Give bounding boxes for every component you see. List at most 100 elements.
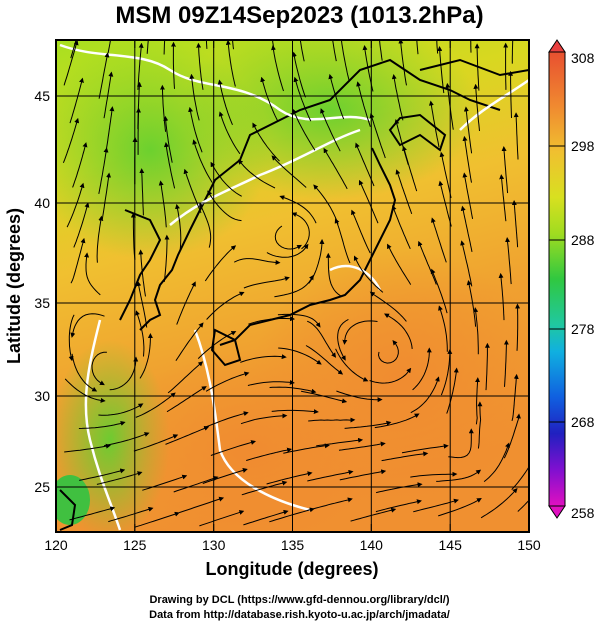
- streamline: [473, 83, 480, 132]
- streamline: [378, 40, 383, 61]
- streamline: [176, 281, 196, 325]
- streamline: [292, 108, 316, 151]
- streamline: [335, 348, 369, 382]
- streamline: [166, 386, 207, 413]
- streamline: [163, 234, 170, 282]
- streamline: [325, 252, 342, 297]
- streamline: [369, 367, 412, 384]
- streamline: [136, 107, 142, 155]
- streamline: [70, 40, 77, 59]
- streamline: [413, 498, 459, 513]
- streamline: [69, 77, 84, 124]
- streamline: [320, 108, 341, 152]
- streamline: [146, 40, 149, 54]
- colorbar: 308 298 288 278 268 258: [548, 39, 595, 521]
- streamline: [517, 499, 529, 512]
- streamline: [431, 217, 447, 263]
- streamline: [71, 353, 98, 392]
- streamline: [247, 379, 295, 386]
- streamline: [205, 40, 208, 49]
- streamline: [499, 174, 507, 222]
- streamline: [203, 411, 249, 429]
- streamline: [243, 509, 289, 526]
- streamline: [163, 115, 173, 163]
- streamline: [134, 511, 180, 528]
- streamline: [323, 147, 348, 190]
- streamline: [210, 161, 242, 197]
- streamline: [70, 237, 86, 284]
- streamline: [199, 510, 245, 527]
- streamline: [473, 307, 479, 355]
- streamline: [384, 313, 413, 349]
- streamline: [63, 40, 79, 86]
- streamline: [339, 469, 387, 481]
- streamline: [66, 182, 85, 228]
- streamline: [369, 112, 386, 159]
- streamline: [167, 361, 204, 394]
- y-axis-label: Latitude (degrees): [4, 208, 24, 364]
- streamline: [64, 443, 111, 453]
- streamline: [439, 151, 452, 199]
- streamline: [436, 40, 439, 54]
- streamline: [308, 417, 356, 423]
- streamline: [511, 465, 529, 490]
- y-tick: 35: [34, 295, 50, 311]
- streamline: [107, 40, 112, 54]
- streamline: [196, 42, 204, 90]
- streamline: [183, 168, 202, 214]
- streamline: [271, 155, 307, 188]
- streamline: [73, 202, 90, 248]
- streamline: [438, 305, 448, 352]
- streamline: [448, 428, 474, 459]
- streamline: [374, 413, 420, 429]
- y-tick-labels: 25 30 35 40 45: [34, 88, 50, 495]
- streamline: [72, 142, 88, 188]
- streamline: [316, 437, 364, 447]
- colorbar-label: 288: [571, 232, 595, 248]
- credit-data-source: Data from http://database.rish.kyoto-u.a…: [149, 609, 450, 621]
- streamline: [353, 255, 384, 293]
- streamline: [484, 342, 490, 391]
- streamline: [136, 281, 148, 328]
- streamline: [269, 507, 315, 523]
- streamline: [96, 471, 143, 485]
- streamline: [101, 172, 112, 220]
- streamline: [356, 81, 371, 127]
- streamline: [391, 74, 404, 121]
- x-tick: 145: [439, 537, 463, 553]
- x-tick: 120: [44, 537, 68, 553]
- streamline: [375, 499, 422, 513]
- streamline: [460, 205, 473, 252]
- streamline: [438, 180, 452, 227]
- streamline: [477, 401, 483, 449]
- x-tick: 135: [281, 537, 305, 553]
- streamline: [207, 190, 242, 222]
- streamline: [91, 351, 107, 386]
- streamline: [283, 443, 330, 454]
- streamline: [163, 142, 176, 189]
- streamline: [417, 240, 437, 285]
- streamline: [98, 52, 110, 99]
- streamline: [217, 79, 233, 125]
- streamline: [62, 117, 80, 163]
- streamline: [513, 112, 519, 160]
- streamline: [279, 195, 317, 224]
- streamline: [338, 40, 350, 82]
- streamline: [104, 432, 150, 447]
- streamline: [210, 440, 257, 456]
- plot-frame: [55, 39, 530, 533]
- x-tick: 125: [123, 537, 147, 553]
- streamline: [462, 135, 472, 183]
- streamline: [511, 40, 514, 64]
- streamline: [505, 237, 512, 285]
- streamline: [338, 441, 386, 451]
- streamline: [332, 40, 337, 62]
- credit-drawing: Drawing by DCL (https://www.gfd-dennou.o…: [149, 594, 450, 606]
- streamline: [437, 46, 445, 94]
- x-tick: 150: [517, 537, 541, 553]
- streamline: [381, 451, 429, 462]
- streamline: [430, 268, 448, 314]
- streamline: [291, 212, 310, 250]
- streamline: [202, 468, 248, 484]
- streamline: [206, 291, 245, 320]
